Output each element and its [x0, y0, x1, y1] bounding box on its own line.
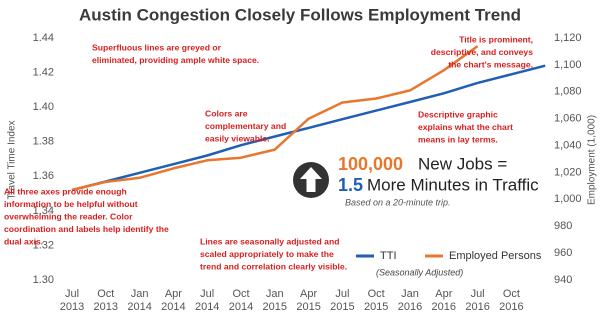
x-tick-label: 2015 [263, 301, 287, 313]
x-tick-label: Apr [435, 288, 452, 300]
y2-tick-label: 1,100 [554, 59, 582, 71]
annotation: trend and correlation clearly visible. [200, 261, 347, 271]
x-tick-label: Apr [300, 288, 317, 300]
y2-axis-label: Employment (1,000) [587, 115, 598, 205]
y2-tick-label: 1,020 [554, 166, 582, 178]
y-tick-label: 1.38 [33, 136, 54, 148]
x-tick-label: 2016 [499, 301, 523, 313]
x-tick-label: 2016 [398, 301, 422, 313]
y2-tick-label: 1,000 [554, 193, 582, 205]
x-tick-label: Oct [232, 288, 249, 300]
annotation: explains what the chart [418, 122, 513, 132]
x-tick-label: 2013 [94, 301, 118, 313]
x-tick-label: Jul [65, 288, 79, 300]
annotation: dual axis. [4, 237, 43, 247]
legend-note: (Seasonally Adjusted) [376, 267, 463, 277]
legend-label: Employed Persons [449, 250, 542, 262]
annotation: Colors are [205, 108, 248, 118]
callout-note: Based on a 20-minute trip. [345, 197, 451, 207]
x-tick-label: Jan [266, 288, 284, 300]
annotation: overwhelming the reader. Color [4, 211, 133, 221]
x-tick-label: Oct [368, 288, 385, 300]
annotation: Descriptive graphic [418, 109, 498, 119]
series-line [71, 64, 546, 192]
annotation: the chart's message. [448, 59, 533, 69]
x-tick-label: Apr [165, 288, 182, 300]
y-tick-label: 1.30 [33, 274, 54, 286]
annotation: complementary and [205, 121, 286, 131]
y2-tick-label: 960 [554, 247, 572, 259]
x-tick-label: 2014 [161, 301, 185, 313]
y2-tick-label: 940 [554, 274, 572, 286]
x-tick-label: 2016 [465, 301, 489, 313]
annotation: eliminated, providing ample white space. [92, 55, 259, 65]
y-axis-label: Travel Time Index [7, 120, 18, 199]
x-tick-label: 2014 [127, 301, 151, 313]
y-tick-label: 1.40 [33, 101, 54, 113]
x-tick-label: Jul [471, 288, 485, 300]
annotation: scaled appropriately to make the [200, 249, 334, 259]
annotation: means in lay terms. [418, 134, 498, 144]
y-tick-label: 1.34 [33, 205, 54, 217]
x-tick-label: 2016 [432, 301, 456, 313]
x-tick-label: 2014 [229, 301, 253, 313]
y2-tick-label: 1,120 [554, 32, 582, 44]
x-tick-label: Oct [97, 288, 114, 300]
y2-tick-label: 1,080 [554, 86, 582, 98]
y2-tick-label: 1,060 [554, 113, 582, 125]
annotation: Lines are seasonally adjusted and [200, 236, 339, 246]
annotation: descriptive, and conveys [431, 47, 533, 57]
callout-jobs-text: New Jobs = [418, 154, 507, 173]
y-tick-label: 1.36 [33, 170, 54, 182]
x-tick-label: Jan [401, 288, 419, 300]
y-tick-label: 1.32 [33, 239, 54, 251]
x-tick-label: 2013 [60, 301, 84, 313]
callout-icon [293, 162, 329, 198]
x-tick-label: Jul [200, 288, 214, 300]
legend-label: TTI [380, 250, 397, 262]
annotation: easily viewable. [205, 133, 270, 143]
x-tick-label: 2015 [364, 301, 388, 313]
y2-tick-label: 980 [554, 220, 572, 232]
callout-jobs: 100,000 [338, 154, 403, 174]
annotation: Superfluous lines are greyed or [92, 42, 222, 52]
callout-minutes-text: More Minutes in Traffic [367, 175, 539, 194]
x-tick-label: 2015 [296, 301, 320, 313]
annotation: Title is prominent, [459, 34, 533, 44]
x-tick-label: 2015 [330, 301, 354, 313]
y-tick-label: 1.44 [33, 32, 54, 44]
x-tick-label: Jan [131, 288, 149, 300]
x-tick-label: Oct [503, 288, 520, 300]
annotation: All three axes provide enough [4, 186, 127, 196]
callout-minutes: 1.5 [338, 175, 363, 195]
chart-title: Austin Congestion Closely Follows Employ… [79, 5, 521, 24]
series-line [71, 45, 479, 192]
annotation: coordination and labels help identify th… [4, 224, 169, 234]
y-tick-label: 1.42 [33, 66, 54, 78]
x-tick-label: 2014 [195, 301, 219, 313]
y2-tick-label: 1,040 [554, 139, 582, 151]
x-tick-label: Jul [335, 288, 349, 300]
annotation: information to be helpful without [4, 199, 138, 209]
